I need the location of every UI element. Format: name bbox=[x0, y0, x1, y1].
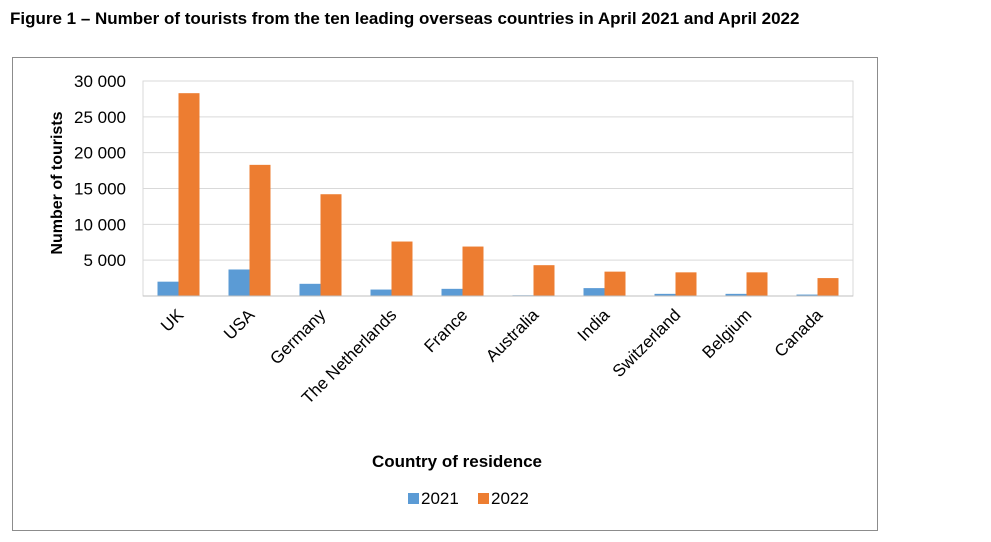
x-tick-label: Australia bbox=[482, 305, 543, 366]
bar-2022-uk bbox=[178, 93, 200, 296]
bar-2022-belgium bbox=[746, 272, 768, 296]
x-tick-label: Canada bbox=[771, 305, 827, 361]
legend: 2021 2022 bbox=[408, 489, 529, 508]
y-tick-labels: 5 000 10 000 15 000 20 000 25 000 30 000 bbox=[74, 72, 126, 270]
bar-2022-france bbox=[462, 246, 484, 296]
y-tick-label: 10 000 bbox=[74, 215, 126, 234]
figure-title: Figure 1 – Number of tourists from the t… bbox=[10, 9, 800, 28]
y-axis-label: Number of tourists bbox=[49, 111, 66, 254]
x-tick-label: Germany bbox=[266, 305, 329, 368]
bar-2021-france bbox=[441, 288, 463, 296]
y-tick-label: 20 000 bbox=[74, 144, 126, 163]
x-tick-label: UK bbox=[157, 305, 188, 336]
x-tick-label: France bbox=[420, 305, 471, 356]
bars bbox=[157, 93, 839, 296]
bar-2022-the-netherlands bbox=[391, 241, 413, 296]
bar-2021-belgium bbox=[725, 293, 747, 296]
bar-2022-australia bbox=[533, 265, 555, 296]
bar-2021-the-netherlands bbox=[370, 289, 392, 296]
bar-2021-uk bbox=[157, 281, 179, 296]
bar-2021-canada bbox=[796, 294, 818, 296]
y-tick-label: 25 000 bbox=[74, 108, 126, 127]
y-tick-label: 5 000 bbox=[83, 251, 126, 270]
legend-label-2021: 2021 bbox=[421, 489, 459, 508]
chart-frame bbox=[12, 57, 878, 531]
bar-2022-canada bbox=[817, 278, 839, 296]
legend-label-2022: 2022 bbox=[491, 489, 529, 508]
x-tick-label: Switzerland bbox=[609, 305, 685, 381]
x-tick-label: India bbox=[574, 305, 614, 345]
y-tick-label: 30 000 bbox=[74, 72, 126, 91]
bar-2021-germany bbox=[299, 283, 321, 296]
x-axis-label: Country of residence bbox=[372, 452, 542, 471]
bar-2021-india bbox=[583, 288, 605, 296]
x-tick-label: USA bbox=[220, 305, 259, 344]
bar-2021-usa bbox=[228, 269, 250, 296]
bar-2021-switzerland bbox=[654, 293, 676, 296]
bar-2022-switzerland bbox=[675, 272, 697, 296]
bar-2022-india bbox=[604, 271, 626, 296]
bar-2022-usa bbox=[249, 164, 271, 296]
y-tick-label: 15 000 bbox=[74, 180, 126, 199]
bar-2022-germany bbox=[320, 194, 342, 296]
x-tick-label: Belgium bbox=[698, 305, 755, 362]
legend-swatch-2021 bbox=[408, 493, 419, 504]
legend-swatch-2022 bbox=[478, 493, 489, 504]
